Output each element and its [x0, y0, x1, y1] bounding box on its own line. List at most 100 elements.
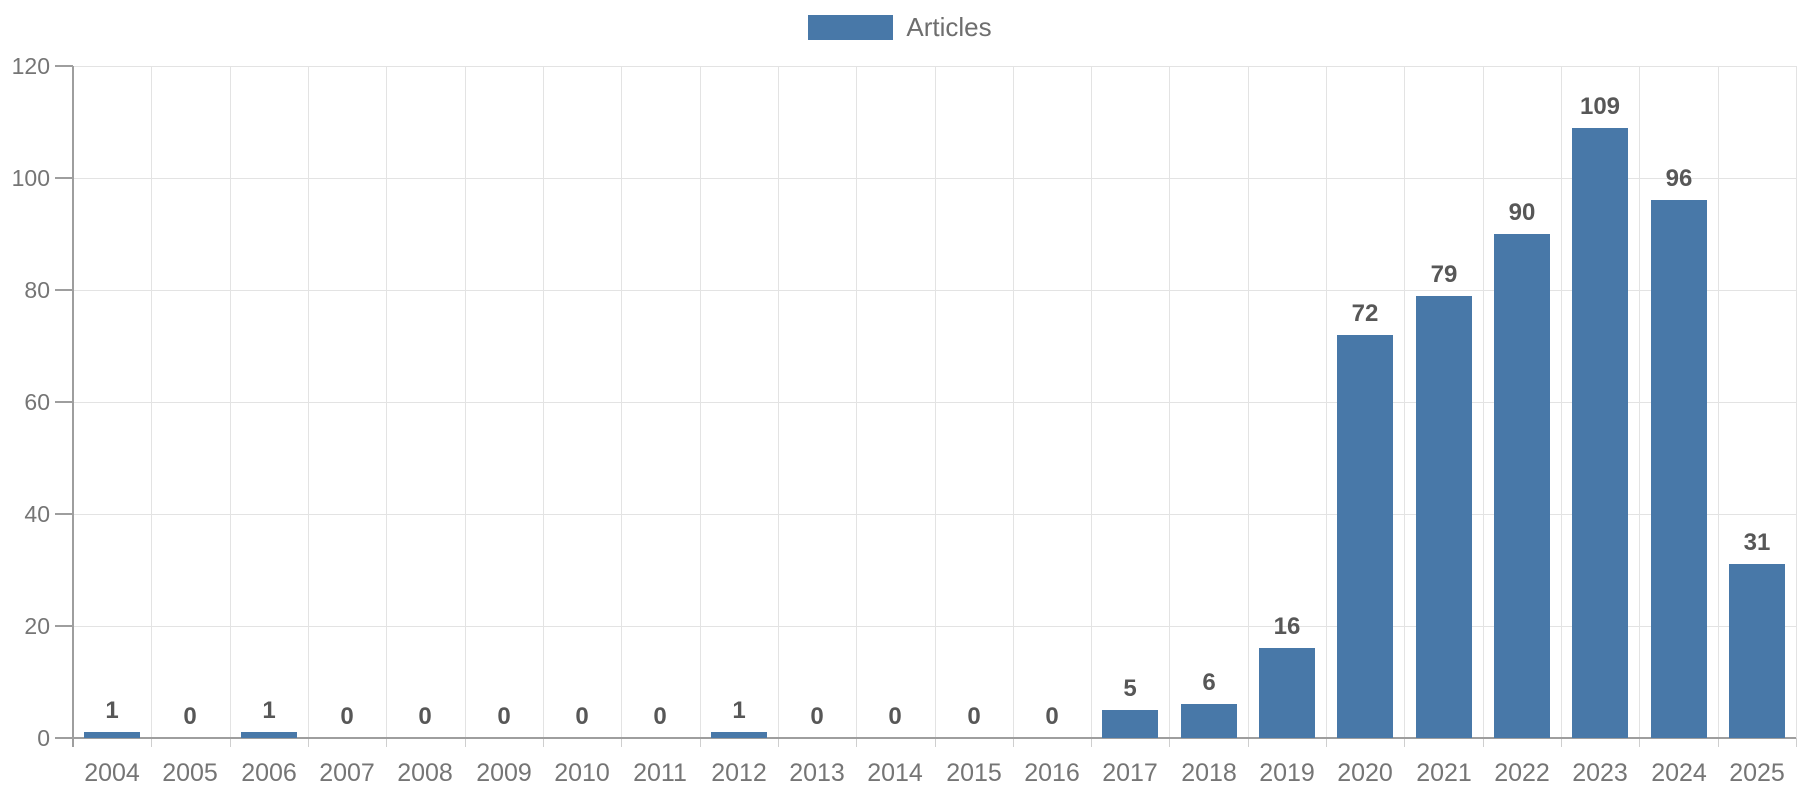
bar-value-label: 0 [967, 703, 981, 730]
x-axis-tick-label: 2016 [1024, 759, 1080, 787]
bar-2019[interactable] [1259, 648, 1315, 738]
x-axis-tick [1326, 738, 1327, 747]
x-axis-line [55, 737, 1796, 739]
gridline-vertical [700, 66, 701, 738]
bar-value-label: 0 [1045, 703, 1059, 730]
bar-value-label: 0 [888, 703, 902, 730]
bar-value-label: 31 [1743, 529, 1771, 556]
x-axis-tick [856, 738, 857, 747]
x-axis-tick-label: 2019 [1259, 759, 1315, 787]
bar-2025[interactable] [1729, 564, 1785, 738]
x-axis-tick-label: 2020 [1337, 759, 1393, 787]
bar-2004[interactable] [84, 732, 140, 738]
bar-2022[interactable] [1494, 234, 1550, 738]
bar-value-label: 0 [183, 703, 197, 730]
x-axis-tick-label: 2014 [867, 759, 923, 787]
gridline-vertical [621, 66, 622, 738]
gridline-vertical [856, 66, 857, 738]
y-axis-tick-label: 100 [11, 165, 50, 191]
gridline-vertical [230, 66, 231, 738]
x-axis-tick [386, 738, 387, 747]
gridline-vertical [386, 66, 387, 738]
y-axis-line [72, 66, 74, 747]
bar-value-label: 0 [418, 703, 432, 730]
x-axis-tick-label: 2018 [1181, 759, 1237, 787]
x-axis-tick [151, 738, 152, 747]
x-axis-tick [1091, 738, 1092, 747]
bar-2023[interactable] [1572, 128, 1628, 738]
bar-2012[interactable] [711, 732, 767, 738]
x-axis-tick-label: 2011 [633, 759, 687, 787]
y-axis-tick [55, 513, 73, 515]
gridline-vertical [308, 66, 309, 738]
gridline-horizontal [73, 66, 1796, 67]
y-axis-tick-label: 120 [11, 53, 50, 79]
x-axis-tick [465, 738, 466, 747]
gridline-horizontal [73, 178, 1796, 179]
bar-value-label: 79 [1430, 261, 1458, 288]
bar-value-label: 1 [262, 697, 276, 724]
y-axis-tick-label: 60 [24, 389, 50, 415]
x-axis-tick-label: 2005 [162, 759, 218, 787]
x-axis-tick [1561, 738, 1562, 747]
y-axis-tick [55, 625, 73, 627]
x-axis-tick-label: 2021 [1416, 759, 1472, 787]
gridline-horizontal [73, 514, 1796, 515]
gridline-vertical [1483, 66, 1484, 738]
gridline-vertical [778, 66, 779, 738]
bar-2017[interactable] [1102, 710, 1158, 738]
x-axis-tick [1248, 738, 1249, 747]
gridline-vertical [1013, 66, 1014, 738]
y-axis-tick-label: 0 [37, 725, 50, 751]
x-axis-tick [700, 738, 701, 747]
bar-value-label: 6 [1202, 669, 1216, 696]
x-axis-tick-label: 2009 [476, 759, 532, 787]
x-axis-tick-label: 2006 [241, 759, 297, 787]
gridline-vertical [1169, 66, 1170, 738]
y-axis-tick-label: 40 [24, 501, 50, 527]
x-axis-tick [1796, 738, 1797, 747]
gridline-vertical [935, 66, 936, 738]
bar-2018[interactable] [1181, 704, 1237, 738]
gridline-vertical [1248, 66, 1249, 738]
bar-2021[interactable] [1416, 296, 1472, 738]
gridline-vertical [465, 66, 466, 738]
x-axis-tick [308, 738, 309, 747]
gridline-vertical [1796, 66, 1797, 738]
bar-value-label: 0 [653, 703, 667, 730]
gridline-horizontal [73, 290, 1796, 291]
bar-value-label: 16 [1273, 613, 1301, 640]
x-axis-tick [778, 738, 779, 747]
legend[interactable]: Articles [0, 14, 1800, 40]
bar-value-label: 72 [1351, 300, 1379, 327]
gridline-vertical [1718, 66, 1719, 738]
gridline-vertical [543, 66, 544, 738]
gridline-vertical [1639, 66, 1640, 738]
gridline-horizontal [73, 626, 1796, 627]
x-axis-tick-label: 2023 [1572, 759, 1628, 787]
gridline-vertical [1561, 66, 1562, 738]
x-axis-tick-label: 2010 [554, 759, 610, 787]
bar-value-label: 0 [340, 703, 354, 730]
x-axis-tick-label: 2022 [1494, 759, 1550, 787]
gridline-horizontal [73, 402, 1796, 403]
x-axis-tick [230, 738, 231, 747]
x-axis-tick-label: 2013 [789, 759, 845, 787]
bar-value-label: 0 [497, 703, 511, 730]
y-axis-tick [55, 65, 73, 67]
y-axis-tick-label: 20 [24, 613, 50, 639]
x-axis-tick [1718, 738, 1719, 747]
x-axis-tick-label: 2004 [84, 759, 140, 787]
x-axis-tick [935, 738, 936, 747]
bar-2024[interactable] [1651, 200, 1707, 738]
bar-value-label: 5 [1123, 675, 1137, 702]
x-axis-tick-label: 2025 [1729, 759, 1785, 787]
x-axis-tick-label: 2024 [1651, 759, 1707, 787]
bar-2006[interactable] [241, 732, 297, 738]
gridline-vertical [1404, 66, 1405, 738]
bar-value-label: 96 [1665, 165, 1693, 192]
bar-value-label: 0 [575, 703, 589, 730]
bar-2020[interactable] [1337, 335, 1393, 738]
